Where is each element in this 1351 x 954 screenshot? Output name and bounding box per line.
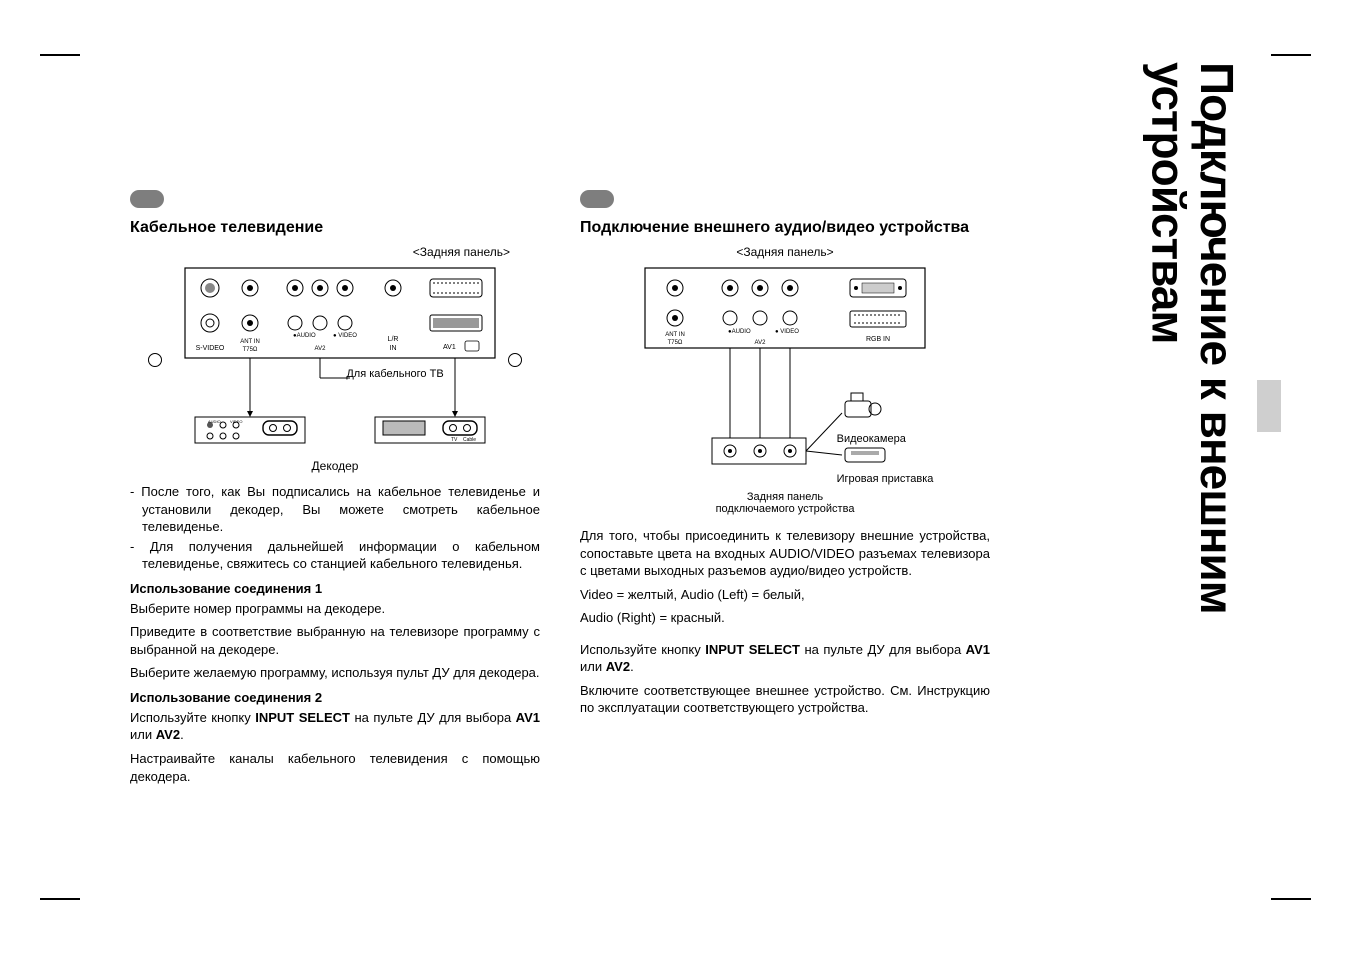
bold-text: AV1 bbox=[966, 642, 990, 657]
screw-hole-icon bbox=[508, 353, 522, 367]
svg-text:S-VIDEO: S-VIDEO bbox=[196, 345, 225, 352]
svg-text:AV1: AV1 bbox=[443, 344, 456, 351]
svg-text:●AUDIO: ●AUDIO bbox=[293, 333, 316, 339]
section-pill-icon bbox=[580, 190, 614, 208]
svg-text:IN: IN bbox=[390, 345, 397, 352]
svg-text:TV: TV bbox=[451, 437, 458, 443]
right-para2: Video = желтый, Audio (Left) = белый, bbox=[580, 586, 990, 604]
right-para3: Audio (Right) = красный. bbox=[580, 609, 990, 627]
right-para1: Для того, чтобы присоединить к телевизор… bbox=[580, 527, 990, 580]
bottom-caption-1: Задняя панель bbox=[747, 491, 823, 503]
svg-text:Cable: Cable bbox=[463, 437, 476, 443]
svg-text:Для кабельного ТВ: Для кабельного ТВ bbox=[346, 368, 443, 380]
vertical-title-line1: Подключение к внешним bbox=[1191, 62, 1243, 614]
right-diagram-wrap: <Задняя панель> bbox=[580, 245, 990, 515]
text: или bbox=[130, 727, 156, 742]
svg-text:ANT IN: ANT IN bbox=[665, 332, 685, 338]
text: . bbox=[630, 659, 634, 674]
sub1-heading: Использование соединения 1 bbox=[130, 581, 540, 596]
left-panel-label: <Задняя панель> bbox=[130, 245, 540, 259]
text: Используйте кнопку bbox=[130, 710, 255, 725]
bold-text: AV2 bbox=[156, 727, 180, 742]
thumb-tab-icon bbox=[1257, 380, 1281, 432]
svg-text:AV2: AV2 bbox=[755, 340, 767, 346]
svg-text:RGB IN: RGB IN bbox=[866, 336, 890, 343]
right-heading: Подключение внешнего аудио/видео устройс… bbox=[580, 219, 990, 237]
sub2-heading: Использование соединения 2 bbox=[130, 690, 540, 705]
decoder-caption: Декодер bbox=[130, 459, 540, 473]
text: или bbox=[580, 659, 606, 674]
svg-text:VIDEO: VIDEO bbox=[230, 419, 242, 424]
svg-text:AV2: AV2 bbox=[315, 346, 327, 352]
text: . bbox=[180, 727, 184, 742]
left-diagram-wrap: <Задняя панель> bbox=[130, 245, 540, 473]
section-pill-icon bbox=[130, 190, 164, 208]
text: на пульте ДУ для выбора bbox=[800, 642, 966, 657]
vertical-title-line2: устройствам bbox=[1143, 62, 1195, 343]
sub1-line: Приведите в соответствие выбранную на те… bbox=[130, 623, 540, 658]
left-heading: Кабельное телевидение bbox=[130, 219, 540, 237]
sub2-line2: Настраивайте каналы кабельного телевиден… bbox=[130, 750, 540, 785]
console-label: Игровая приставка bbox=[837, 473, 934, 485]
svg-text:● VIDEO: ● VIDEO bbox=[333, 333, 357, 339]
bold-text: INPUT SELECT bbox=[705, 642, 800, 657]
text: на пульте ДУ для выбора bbox=[350, 710, 516, 725]
camcorder-label: Видеокамера bbox=[837, 433, 934, 445]
svg-text:ANT IN: ANT IN bbox=[240, 339, 260, 345]
svg-text:AUDIO: AUDIO bbox=[208, 419, 221, 424]
svg-text:T75Ω: T75Ω bbox=[668, 340, 683, 346]
svg-text:●AUDIO: ●AUDIO bbox=[728, 329, 751, 335]
text: Используйте кнопку bbox=[580, 642, 705, 657]
left-column: Кабельное телевидение <Задняя панель> bbox=[130, 190, 540, 791]
sub1-line: Выберите желаемую программу, используя п… bbox=[130, 664, 540, 682]
document-page: Подключение к внешним устройствам Кабель… bbox=[0, 0, 1351, 954]
right-para5: Включите соответствующее внешнее устройс… bbox=[580, 682, 990, 717]
bold-text: AV1 bbox=[516, 710, 540, 725]
left-bullet-list: После того, как Вы подписались на кабель… bbox=[130, 483, 540, 573]
list-item: После того, как Вы подписались на кабель… bbox=[130, 483, 540, 536]
crop-mark-icon bbox=[1271, 898, 1311, 918]
sub2-line1: Используйте кнопку INPUT SELECT на пульт… bbox=[130, 709, 540, 744]
bold-text: INPUT SELECT bbox=[255, 710, 350, 725]
crop-mark-icon bbox=[40, 36, 80, 56]
svg-text:T75Ω: T75Ω bbox=[243, 347, 258, 353]
right-panel-label: <Задняя панель> bbox=[580, 245, 990, 259]
crop-mark-icon bbox=[1271, 36, 1311, 56]
content-columns: Кабельное телевидение <Задняя панель> bbox=[130, 190, 990, 791]
crop-mark-icon bbox=[40, 898, 80, 918]
right-para4: Используйте кнопку INPUT SELECT на пульт… bbox=[580, 641, 990, 676]
rear-panel-diagram: S-VIDEO ANT IN T75Ω ●AUDIO ● VIDEO AV2 L… bbox=[135, 263, 535, 453]
right-column: Подключение внешнего аудио/видео устройс… bbox=[580, 190, 990, 791]
screw-hole-icon bbox=[148, 353, 162, 367]
sub1-line: Выберите номер программы на декодере. bbox=[130, 600, 540, 618]
bottom-caption-2: подключаемого устройства bbox=[716, 503, 855, 515]
list-item: Для получения дальнейшей информации о ка… bbox=[130, 538, 540, 573]
svg-text:● VIDEO: ● VIDEO bbox=[775, 329, 799, 335]
bold-text: AV2 bbox=[606, 659, 630, 674]
vertical-section-title: Подключение к внешним устройствам bbox=[1144, 62, 1241, 614]
svg-text:L/R: L/R bbox=[388, 336, 399, 343]
